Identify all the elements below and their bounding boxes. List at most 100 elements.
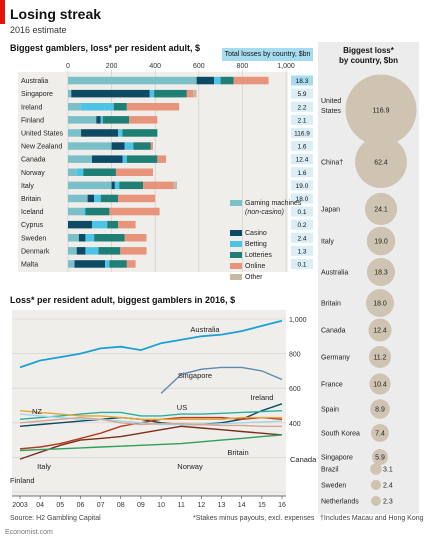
- legend-swatch-lotteries: [230, 252, 242, 258]
- bar-segment-lotteries: [119, 181, 144, 190]
- bar-segment-lotteries: [154, 89, 187, 98]
- country-loss-bubble: [355, 136, 407, 188]
- bar-segment-lotteries: [85, 207, 110, 216]
- series-line-singapore: [160, 366, 283, 394]
- line-chart: 400 600 800 1,000 2003 04 05 06 07 08 09 10 11 12 13 14…: [10, 310, 317, 509]
- total-cell-background: [291, 127, 313, 138]
- bar-segment-other: [173, 181, 177, 190]
- country-loss-bubble: [371, 424, 389, 442]
- country-name-label: France: [321, 382, 343, 389]
- bar-segment-casino: [91, 155, 123, 163]
- total-cell-background: [291, 101, 313, 112]
- bar-segment-online: [109, 207, 160, 216]
- total-value-label: 2.4: [297, 235, 306, 242]
- series-line-britain: [19, 434, 283, 452]
- total-value-label: 18.3: [296, 78, 309, 85]
- country-value-label: 2.3: [383, 499, 393, 506]
- series-label-finland: Finland: [10, 476, 35, 485]
- country-name-label: Italy: [321, 239, 334, 246]
- country-name-label: Japan: [321, 207, 340, 214]
- bar-segment-gaming: [68, 181, 112, 190]
- bar-segment-other: [193, 89, 197, 98]
- total-value-label: 0.1: [297, 261, 306, 268]
- country-name-label: Sweden: [321, 483, 346, 490]
- brand-link[interactable]: Economist.com: [5, 529, 53, 536]
- bar-segment-betting: [105, 260, 110, 268]
- series-label-nz: NZ: [32, 407, 42, 416]
- x-tick-label: 15: [258, 502, 266, 509]
- category-label: New Zealand: [21, 144, 62, 151]
- country-value-label: 5.9: [375, 455, 385, 462]
- total-value-label: 12.4: [296, 157, 309, 164]
- x-tick-label: 13: [218, 502, 226, 509]
- x-tick-label: 0: [66, 63, 70, 70]
- legend-label: (non-casino): [245, 209, 284, 216]
- bar-segment-betting: [122, 155, 127, 163]
- bar-segment-gaming: [68, 103, 82, 111]
- bar-segment-betting: [214, 76, 221, 85]
- series-label-italy: Italy: [37, 462, 51, 471]
- country-loss-bubble: [366, 289, 394, 317]
- country-loss-bubble: [364, 192, 398, 226]
- total-value-label: 2.2: [297, 104, 306, 111]
- bar-segment-online: [233, 76, 269, 85]
- legend-swatch-betting: [230, 241, 242, 247]
- total-cell-background: [291, 75, 313, 86]
- country-name-label: China†: [321, 160, 343, 167]
- bar-segment-online: [124, 234, 147, 242]
- total-cell-background: [291, 232, 313, 243]
- bar-segment-gaming: [68, 116, 97, 124]
- total-value-label: 1.6: [297, 170, 306, 177]
- country-name-label: South Korea: [321, 431, 360, 438]
- bar-segment-online: [143, 181, 174, 190]
- series-label-australia: Australia: [190, 325, 220, 334]
- source-note: Source: H2 Gambling Capital: [10, 515, 101, 522]
- series-label-canada: Canada: [290, 455, 317, 464]
- legend-swatch-other: [230, 274, 242, 280]
- bar-panel-title: Biggest gamblers, loss* per resident adu…: [10, 43, 201, 53]
- country-value-label: 11.2: [373, 355, 386, 362]
- x-tick-label: 06: [77, 502, 85, 509]
- total-value-label: 5.9: [297, 91, 306, 98]
- x-tick-label: 14: [238, 502, 246, 509]
- country-name-label: Canada: [321, 328, 346, 335]
- total-value-label: 1.6: [297, 144, 306, 151]
- legend-swatch-online: [230, 263, 242, 269]
- bar-segment-gaming: [68, 142, 112, 150]
- category-label: Britain: [21, 196, 41, 203]
- bar-segment-gaming: [68, 129, 82, 137]
- bar-segment-lotteries: [102, 116, 130, 124]
- x-tick-label: 04: [36, 502, 44, 509]
- bar-segment-betting: [83, 207, 86, 216]
- x-tick-label: 07: [97, 502, 105, 509]
- bar-segment-betting: [124, 142, 134, 150]
- total-value-label: 1.3: [297, 248, 306, 255]
- bar-segment-online: [115, 168, 154, 176]
- bar-segment-gaming: [68, 168, 77, 176]
- total-cell-background: [291, 88, 313, 99]
- x-tick-label: 10: [157, 502, 165, 509]
- country-loss-bubble: [370, 479, 382, 491]
- country-name-label: Brazil: [321, 467, 339, 474]
- x-tick-label: 16: [278, 502, 286, 509]
- bar-segment-gaming: [68, 155, 92, 163]
- bar-segment-betting: [81, 103, 114, 111]
- legend-swatch-gaming: [230, 200, 242, 206]
- country-value-label: 19.0: [374, 239, 388, 246]
- bar-segment-betting: [118, 129, 123, 137]
- country-value-label: 18.0: [373, 301, 387, 308]
- category-label: Norway: [21, 170, 45, 177]
- bar-segment-casino: [76, 247, 86, 255]
- country-name-label: Netherlands: [321, 499, 359, 506]
- total-value-label: 18.0: [296, 196, 309, 203]
- bar-segment-lotteries: [220, 76, 234, 85]
- country-name-label: Singapore: [321, 455, 353, 462]
- bar-segment-lotteries: [83, 168, 116, 176]
- country-value-label: 24.1: [374, 207, 388, 214]
- footnote-stakes: *Stakes minus payouts, excl. expenses: [193, 515, 315, 522]
- legend-swatch-casino: [230, 230, 242, 236]
- total-cell-background: [291, 167, 313, 178]
- bar-segment-betting: [114, 181, 120, 190]
- series-line-finland: [19, 416, 283, 450]
- bar-segment-lotteries: [122, 129, 158, 137]
